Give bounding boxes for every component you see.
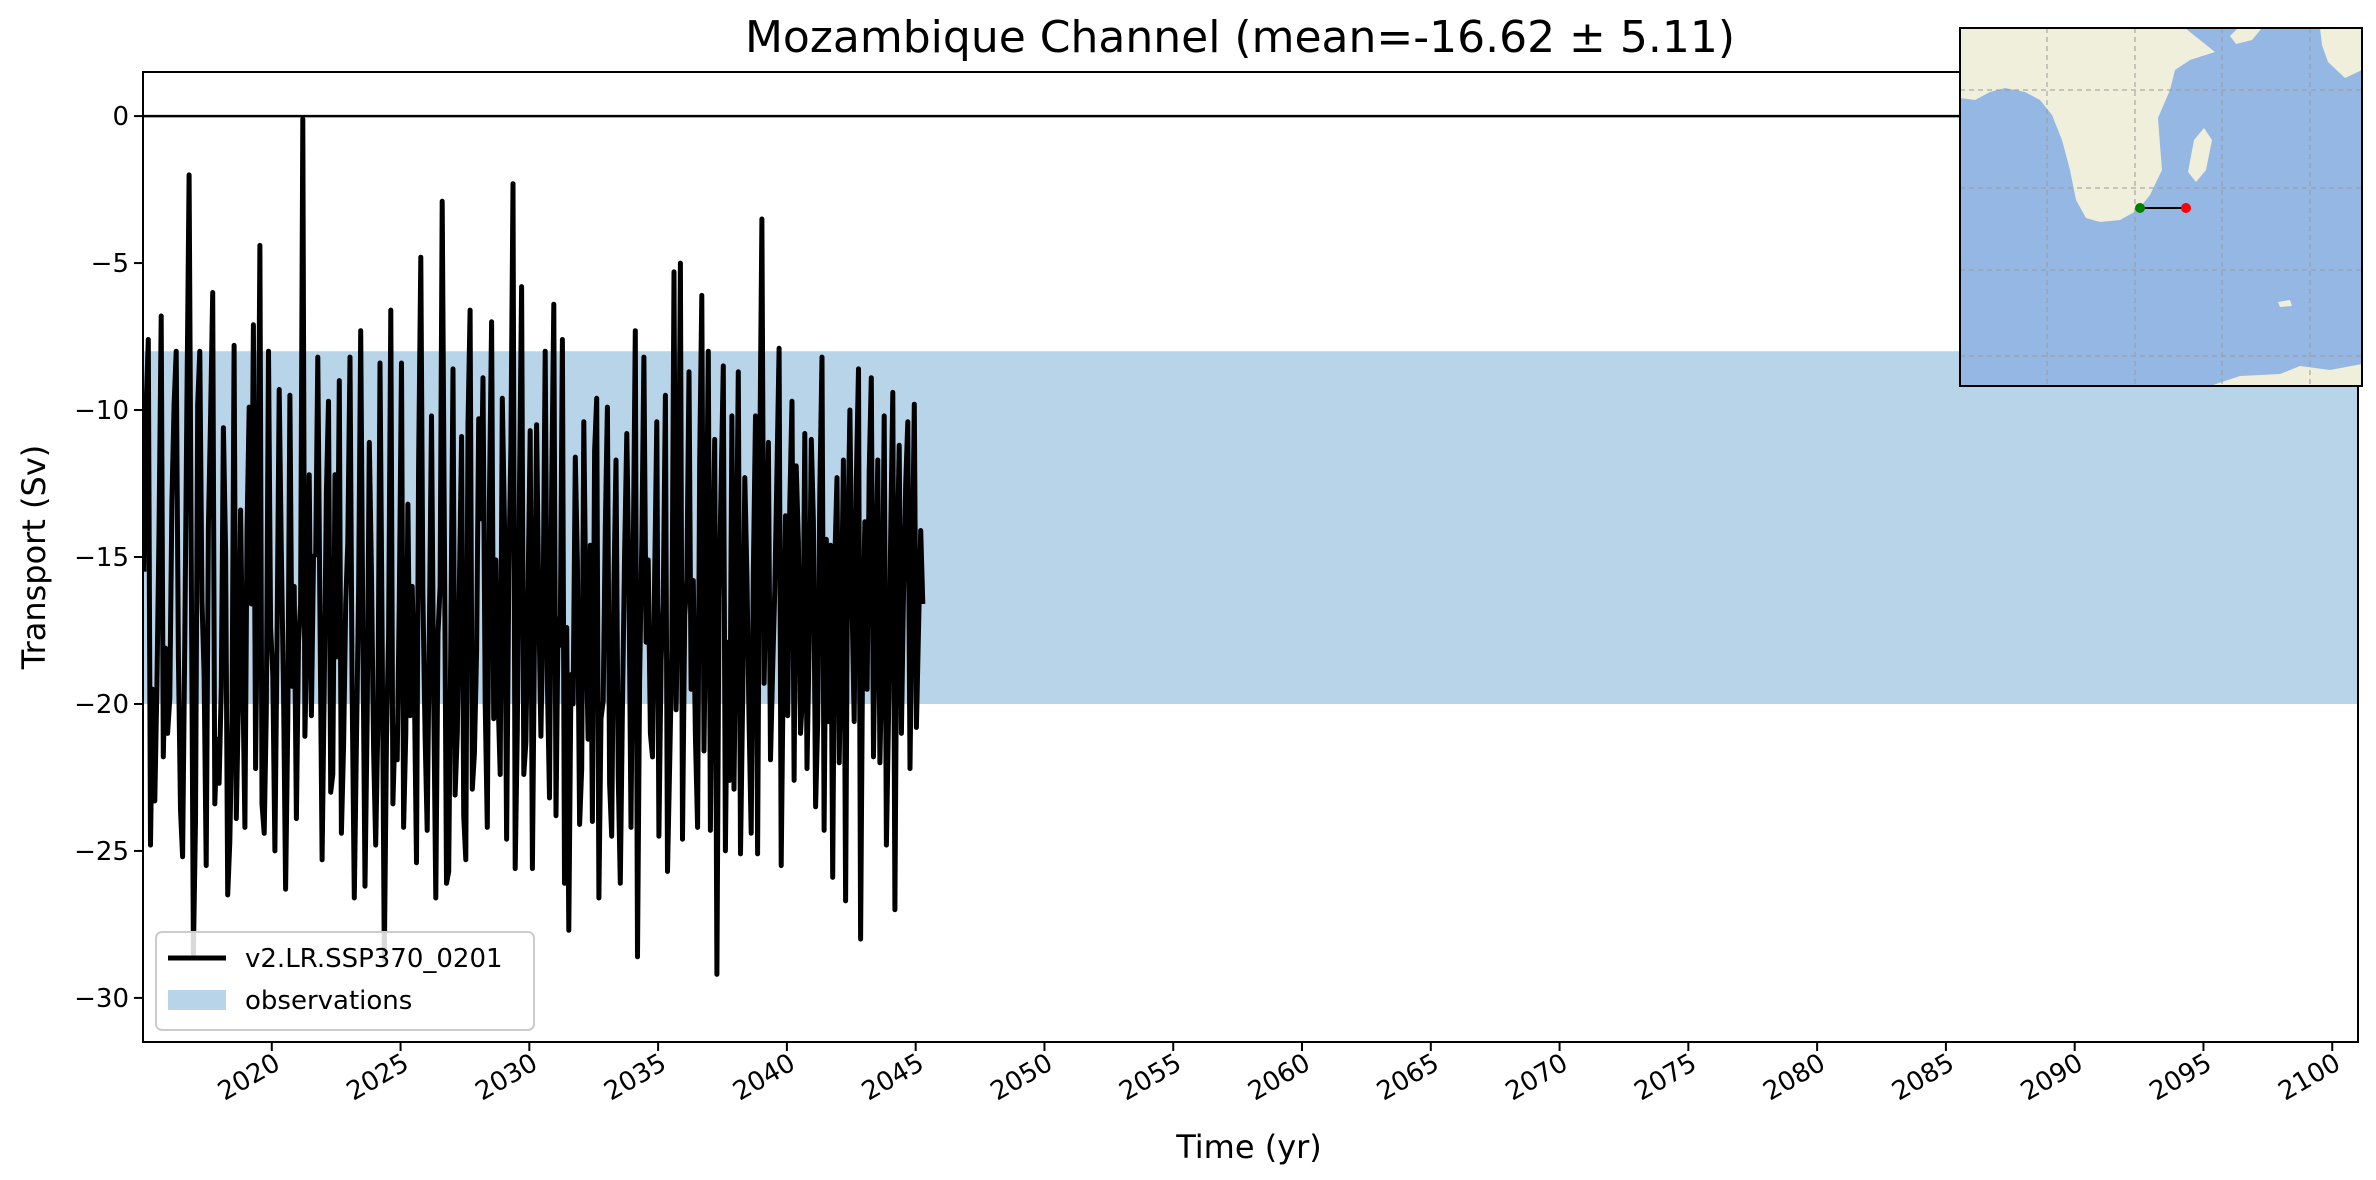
y-tick-label: −15	[74, 543, 129, 573]
y-axis: 0 −5 −10 −15 −20 −25 −30	[74, 102, 143, 1014]
x-tick-label: 2095	[2145, 1048, 2217, 1107]
map-graticule	[1960, 28, 2362, 386]
x-tick-label: 2030	[471, 1048, 543, 1107]
x-tick-label: 2070	[1501, 1048, 1573, 1107]
legend-label-observations: observations	[245, 986, 412, 1016]
legend-patch-swatch	[168, 990, 226, 1010]
legend: v2.LR.SSP370_0201 observations	[155, 931, 535, 1031]
x-tick-label: 2060	[1243, 1048, 1315, 1107]
y-axis-label: Transport (Sv)	[15, 445, 53, 671]
map-section-start-point	[2135, 203, 2145, 213]
x-tick-label: 2045	[857, 1048, 929, 1107]
map-small-island	[2278, 300, 2292, 307]
map-antarctica	[2210, 364, 2362, 386]
map-madagascar	[2188, 128, 2212, 182]
x-tick-label: 2080	[1758, 1048, 1830, 1107]
x-tick-label: 2040	[728, 1048, 800, 1107]
chart-title: Mozambique Channel (mean=-16.62 ± 5.11)	[745, 12, 1735, 63]
x-tick-label: 2050	[986, 1048, 1058, 1107]
x-tick-label: 2055	[1114, 1048, 1186, 1107]
x-tick-label: 2065	[1372, 1048, 1444, 1107]
map-australia	[2320, 28, 2362, 78]
map-arabia	[2230, 28, 2262, 44]
legend-label-series: v2.LR.SSP370_0201	[245, 944, 503, 974]
y-tick-label: −10	[74, 396, 129, 426]
x-axis-label: Time (yr)	[1175, 1128, 1322, 1166]
map-section-end-point	[2181, 203, 2191, 213]
y-tick-label: −25	[74, 837, 129, 867]
x-tick-label: 2100	[2273, 1048, 2345, 1107]
x-tick-label: 2090	[2016, 1048, 2088, 1107]
x-tick-label: 2035	[599, 1048, 671, 1107]
x-tick-label: 2075	[1630, 1048, 1702, 1107]
x-tick-label: 2085	[1887, 1048, 1959, 1107]
legend-box	[155, 931, 535, 1031]
x-tick-label: 2025	[342, 1048, 414, 1107]
y-tick-label: 0	[112, 102, 129, 132]
series-line-0	[143, 116, 926, 977]
inset-map	[1959, 27, 2363, 387]
x-tick-label: 2020	[213, 1048, 285, 1107]
x-axis: 2020 2025 2030 2035 2040 2045 2050 2055 2060 2065…	[213, 1042, 2346, 1107]
y-tick-label: −20	[74, 690, 129, 720]
map-africa-landmass	[1960, 28, 2215, 222]
series-layer	[143, 116, 926, 977]
y-tick-label: −30	[74, 984, 129, 1014]
map-frame	[1959, 27, 2363, 387]
y-tick-label: −5	[91, 249, 129, 279]
